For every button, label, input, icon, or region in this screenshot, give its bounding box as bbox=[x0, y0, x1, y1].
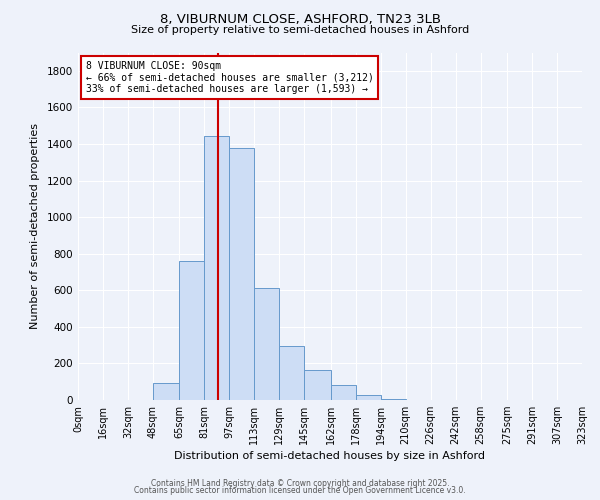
Bar bbox=[304, 370, 331, 400]
Bar bbox=[254, 288, 279, 400]
Text: 8 VIBURNUM CLOSE: 90sqm
← 66% of semi-detached houses are smaller (3,212)
33% of: 8 VIBURNUM CLOSE: 90sqm ← 66% of semi-de… bbox=[86, 61, 373, 94]
Text: Contains public sector information licensed under the Open Government Licence v3: Contains public sector information licen… bbox=[134, 486, 466, 495]
Bar bbox=[356, 396, 381, 400]
Bar bbox=[279, 346, 304, 400]
Y-axis label: Number of semi-detached properties: Number of semi-detached properties bbox=[30, 123, 40, 329]
Bar bbox=[153, 382, 179, 400]
Text: Contains HM Land Registry data © Crown copyright and database right 2025.: Contains HM Land Registry data © Crown c… bbox=[151, 478, 449, 488]
Bar bbox=[229, 148, 254, 400]
Text: Size of property relative to semi-detached houses in Ashford: Size of property relative to semi-detach… bbox=[131, 25, 469, 35]
X-axis label: Distribution of semi-detached houses by size in Ashford: Distribution of semi-detached houses by … bbox=[175, 452, 485, 462]
Bar bbox=[205, 136, 229, 400]
Bar bbox=[331, 386, 356, 400]
Bar bbox=[179, 261, 205, 400]
Bar bbox=[381, 399, 406, 400]
Text: 8, VIBURNUM CLOSE, ASHFORD, TN23 3LB: 8, VIBURNUM CLOSE, ASHFORD, TN23 3LB bbox=[160, 12, 440, 26]
